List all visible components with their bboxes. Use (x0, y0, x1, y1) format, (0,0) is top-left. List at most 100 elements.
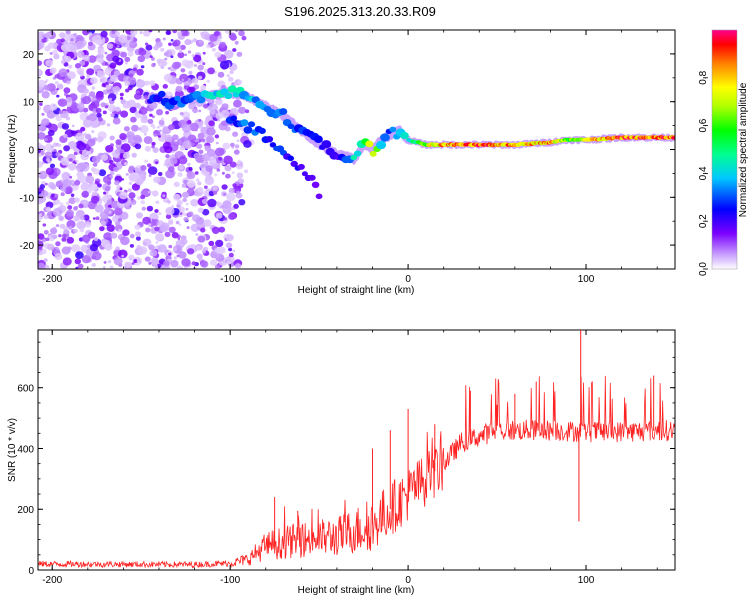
spectrogram-noise-blob (65, 96, 73, 103)
spectrogram-noise-blob (135, 231, 141, 237)
spectrogram-branch-point (269, 142, 277, 148)
spectrogram-noise-blob (245, 109, 250, 114)
spectrogram-noise-blob (231, 171, 235, 174)
spectrogram-noise-blob (213, 191, 218, 195)
spectrogram-noise-blob (171, 232, 179, 239)
spectrogram-noise-blob (235, 192, 243, 199)
spectrogram-noise-blob (233, 99, 242, 108)
spectrogram-noise-blob (157, 244, 167, 253)
spectrogram-noise-blob (104, 186, 111, 192)
spectrogram-noise-blob (139, 125, 149, 134)
spectrogram-noise-blob (218, 156, 223, 161)
spectrogram-noise-blob (142, 216, 152, 225)
spectrogram-noise-blob (69, 175, 73, 179)
spectrogram-noise-blob (77, 142, 87, 151)
spectrogram-noise-blob (181, 78, 185, 82)
spectrogram-ridge-point (174, 95, 181, 102)
spectrogram-noise-blob (151, 190, 157, 196)
spectrogram-noise-blob (85, 175, 95, 184)
spectrogram-noise-blob (92, 217, 96, 220)
spectrogram-noise-blob (165, 214, 172, 220)
spectrogram-ridge-point (380, 133, 390, 142)
colorbar-tick-label: 0.8 (698, 70, 709, 84)
spectrogram-noise-blob (136, 258, 142, 263)
spectrogram-noise-blob (205, 174, 213, 181)
spectrogram-noise-blob (236, 172, 244, 179)
spectrogram-noise-blob (200, 138, 206, 143)
spectrogram-noise-blob (81, 190, 89, 198)
spectrogram-noise-blob (163, 73, 173, 82)
spectrogram-noise-blob (187, 162, 191, 166)
spectrogram-noise-blob (68, 225, 73, 230)
spectrogram-noise-blob (177, 51, 185, 59)
spectrogram-noise-blob (87, 231, 96, 239)
spectrogram-noise-blob (146, 163, 152, 168)
spectrogram-y-axis: -20 -10 0 10 20 (20, 29, 675, 270)
spectrogram-noise-blob (198, 124, 203, 129)
spectrogram-noise-blob (45, 59, 54, 67)
spectrogram-noise-blob (163, 260, 170, 267)
spectrogram-noise-blob (67, 71, 76, 80)
spectrogram-noise-blob (181, 183, 187, 188)
spectrogram-noise-blob (128, 192, 136, 199)
spectrogram-noise-blob (44, 182, 48, 186)
spectrogram-noise-blob (44, 45, 51, 52)
spectrogram-noise-blob (71, 244, 81, 253)
spectrogram-noise-blob (122, 152, 130, 159)
spectrogram-noise-blob (66, 220, 76, 229)
spectrogram-noise-blob (63, 133, 68, 138)
spectrogram-noise-blob (170, 39, 174, 42)
spectrogram-noise-blob (177, 172, 183, 178)
spectrogram-noise-blob (241, 35, 247, 41)
spectrogram-noise-blob (65, 186, 73, 193)
spectrogram-noise-blob (109, 170, 115, 176)
spectrogram-noise-blob (73, 33, 77, 37)
spectrogram-noise-blob (179, 112, 184, 116)
spectrogram-noise-blob (124, 61, 128, 65)
spectrogram-noise-blob (106, 123, 111, 127)
spectrogram-noise-blob (193, 54, 202, 63)
spectrogram-noise-blob (185, 207, 189, 211)
spectrogram-noise-blob (190, 142, 195, 146)
spectrogram-noise-blob (129, 106, 137, 114)
spectrogram-branch-point (243, 126, 253, 134)
spectrogram-noise-blob (177, 31, 182, 36)
spectrogram-noise-blob (53, 226, 57, 230)
spectrogram-noise-blob (143, 132, 147, 136)
spectrogram-noise-blob (74, 180, 81, 186)
spectrogram-noise-blob (75, 266, 79, 269)
spectrogram-noise-blob (151, 115, 155, 119)
spectrogram-noise-blob (232, 131, 239, 137)
spectrogram-noise-blob (43, 84, 51, 91)
spectrogram-noise-blob (182, 140, 193, 150)
colorbar-gradient (711, 29, 738, 270)
spectrogram-noise-blob (215, 112, 223, 120)
spectrogram-noise-blob (81, 150, 89, 157)
spectrogram-noise-blob (91, 130, 95, 134)
snr-x-axis: -200 -100 0 100 (42, 330, 658, 586)
spectrogram-noise-blob (83, 214, 90, 221)
spectrogram-noise-blob (112, 215, 120, 223)
spectrogram-noise-blob (77, 103, 85, 110)
spectrogram-noise-blob (66, 236, 75, 244)
spectrogram-noise-blob (151, 145, 155, 149)
spectrogram-noise-blob (165, 30, 172, 36)
spectrogram-noise-blob (60, 38, 65, 43)
spectrogram-noise-blob (180, 68, 186, 73)
spectrogram-noise-blob (133, 134, 142, 143)
spectrogram-noise-blob (200, 227, 206, 233)
spectrogram-noise-blob (201, 198, 209, 205)
spectrogram-noise-blob (75, 251, 84, 259)
spectrogram-noise-blob (125, 88, 130, 93)
spectrogram-noise-blob (233, 82, 238, 86)
spectrogram-noise-blob (149, 249, 158, 257)
spectrogram-noise-blob (214, 134, 220, 139)
spectrogram-noise-blob (129, 233, 135, 239)
spectrogram-x-tick-label: -100 (220, 274, 240, 285)
spectrogram-noise-blob (197, 75, 203, 80)
spectrogram-noise-blob (45, 237, 50, 242)
spectrogram-noise-blob (147, 166, 158, 175)
spectrogram-noise-blob (96, 57, 101, 63)
spectrogram-noise-blob (236, 51, 243, 57)
